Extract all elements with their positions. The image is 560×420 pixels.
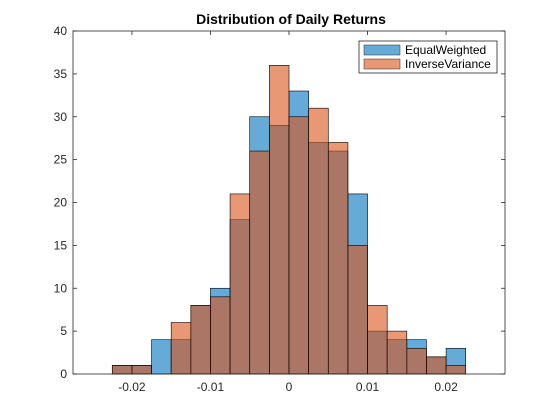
y-tick-label-0: 0 (60, 367, 67, 381)
bar-inversevariance-15 (406, 347, 427, 375)
legend-swatch-equalweighted (363, 44, 401, 56)
bar-inversevariance-7 (249, 150, 270, 375)
x-tick-label-0: -0.02 (118, 380, 146, 394)
bar-inversevariance-14 (386, 330, 408, 375)
bar-inversevariance-8 (269, 65, 290, 375)
bar-inversevariance-17 (445, 365, 467, 375)
chart-title: Distribution of Daily Returns (196, 11, 386, 27)
bar-inversevariance-1 (131, 365, 152, 375)
x-tick-label-1: -0.01 (197, 380, 225, 394)
y-tick-label-4: 20 (54, 196, 68, 210)
bar-inversevariance-3 (170, 322, 192, 375)
bar-inversevariance-13 (367, 305, 388, 375)
x-tick-label-4: 0.02 (434, 380, 458, 394)
y-tick-label-1: 5 (60, 324, 67, 338)
bar-equalweighted-2 (151, 339, 172, 375)
legend: EqualWeighted InverseVariance (358, 40, 498, 74)
bar-inversevariance-10 (308, 107, 329, 375)
bar-inversevariance-16 (426, 356, 447, 375)
bar-inversevariance-9 (288, 116, 309, 375)
bar-inversevariance-11 (327, 142, 349, 375)
x-tick-label-2: 0 (286, 380, 293, 394)
bars-layer (111, 65, 467, 375)
y-tick-label-7: 35 (54, 67, 68, 81)
bar-inversevariance-6 (229, 193, 251, 375)
y-tick-label-5: 25 (54, 153, 68, 167)
bar-inversevariance-4 (190, 305, 211, 375)
bar-inversevariance-5 (210, 296, 231, 375)
x-tick-label-3: 0.01 (356, 380, 380, 394)
y-tick-label-8: 40 (54, 24, 68, 38)
legend-label-inversevariance: InverseVariance (405, 57, 491, 71)
bar-inversevariance-0 (111, 365, 133, 375)
axes-layer: -0.02 -0.01 0 0.01 0.02 0 5 10 15 20 25 30 35 40 (54, 24, 506, 394)
legend-swatch-inversevariance (363, 58, 401, 70)
y-tick-label-2: 10 (54, 281, 68, 295)
y-tick-label-6: 30 (54, 110, 68, 124)
bar-inversevariance-12 (347, 245, 368, 375)
y-tick-label-3: 15 (54, 238, 68, 252)
legend-label-equalweighted: EqualWeighted (405, 43, 486, 57)
